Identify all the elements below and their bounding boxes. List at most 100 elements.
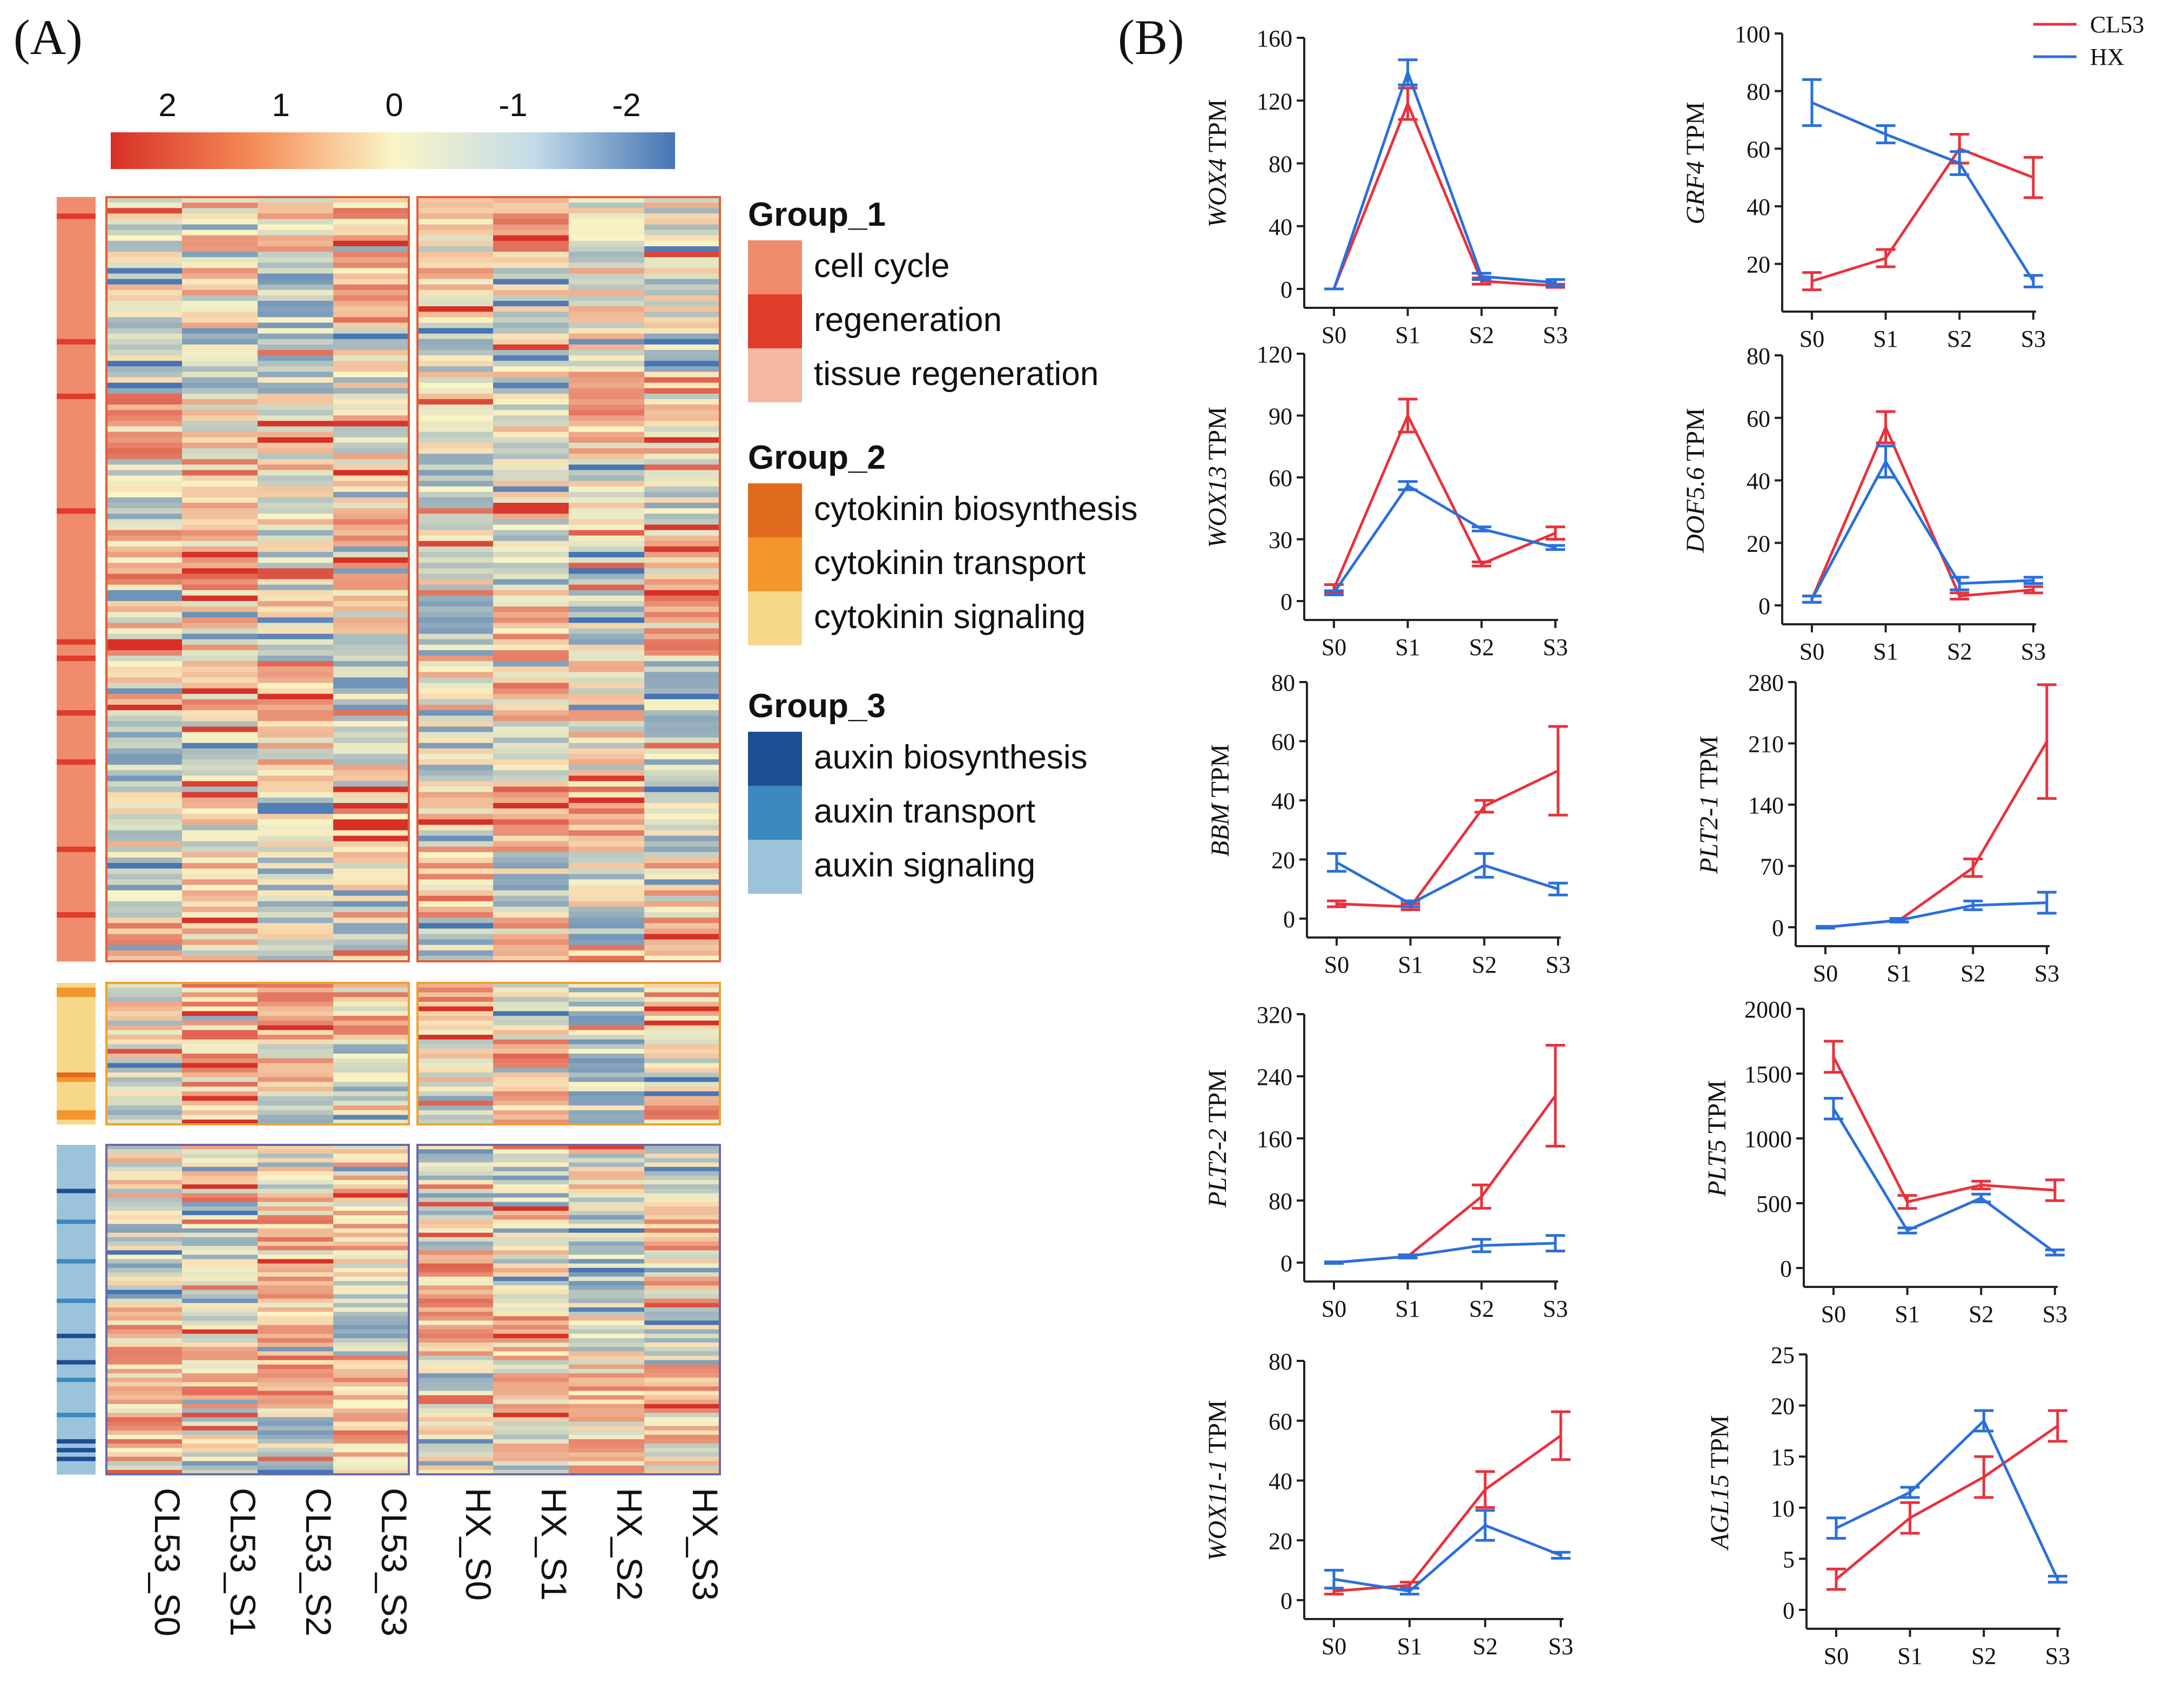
- heatmap-cell: [644, 339, 720, 345]
- annotation-cell: [57, 950, 96, 956]
- heatmap-cell: [644, 1452, 720, 1457]
- legend-label: regeneration: [814, 301, 1002, 339]
- heatmap-cell: [258, 1211, 334, 1216]
- heatmap-cell: [569, 716, 645, 721]
- heatmap-cell: [417, 901, 494, 907]
- heatmap-cell: [569, 421, 645, 427]
- x-tick-label: S0: [1799, 638, 1824, 665]
- heatmap-cell: [333, 1382, 409, 1387]
- heatmap-frame: [105, 196, 410, 962]
- heatmap-cell: [569, 830, 645, 837]
- heatmap-cell: [569, 203, 645, 208]
- annotation-cell: [57, 230, 96, 236]
- heatmap-cell: [333, 1250, 409, 1255]
- heatmap-cell: [106, 918, 183, 923]
- annotation-cell: [57, 1325, 96, 1330]
- heatmap-cell: [644, 1255, 720, 1259]
- heatmap-cell: [333, 1082, 409, 1087]
- heatmap-cell: [493, 1312, 569, 1317]
- heatmap-cell: [417, 530, 494, 536]
- y-tick-label: 0: [1280, 1250, 1292, 1277]
- heatmap-cell: [569, 551, 645, 558]
- heatmap-cell: [333, 1333, 409, 1339]
- heatmap-cell: [106, 546, 183, 552]
- heatmap-cell: [182, 1119, 258, 1125]
- heatmap-cell: [569, 437, 645, 443]
- heatmap-cell: [569, 628, 645, 635]
- heatmap-cell: [106, 442, 183, 449]
- heatmap-cell: [258, 454, 334, 460]
- heatmap-cell: [258, 1025, 334, 1030]
- heatmap-cell: [333, 1063, 409, 1068]
- heatmap-cell: [644, 240, 720, 247]
- gene-name: GRF4: [1681, 161, 1710, 224]
- heatmap-cell: [569, 361, 645, 367]
- heatmap-cell: [493, 393, 569, 400]
- heatmap-cell: [106, 1215, 183, 1220]
- gene-name: BBM: [1206, 802, 1235, 857]
- heatmap-cell: [258, 1180, 334, 1185]
- heatmap-cell: [106, 633, 183, 640]
- heatmap-cell: [333, 333, 409, 340]
- heatmap-cell: [493, 1232, 569, 1238]
- heatmap-cell: [493, 388, 569, 394]
- heatmap-cell: [258, 213, 334, 219]
- heatmap-cell: [493, 328, 569, 334]
- heatmap-cell: [644, 557, 720, 563]
- x-tick-label: S0: [1322, 1633, 1346, 1660]
- heatmap-cell: [333, 1219, 409, 1224]
- heatmap-cell: [569, 748, 645, 754]
- heatmap-cell: [333, 1408, 409, 1413]
- heatmap-cell: [182, 939, 258, 946]
- heatmap-cell: [106, 639, 183, 645]
- heatmap-cell: [644, 885, 720, 891]
- heatmap-cell: [106, 382, 183, 389]
- heatmap-cell: [106, 1456, 183, 1462]
- heatmap-cell: [493, 765, 569, 771]
- heatmap-cell: [644, 726, 720, 732]
- annotation-cell: [57, 1197, 96, 1203]
- heatmap-cell: [417, 393, 494, 400]
- heatmap-cell: [417, 503, 494, 509]
- heatmap-cell: [644, 1329, 720, 1334]
- heatmap-cell: [182, 1267, 258, 1273]
- heatmap-cell: [182, 688, 258, 694]
- annotation-cell: [57, 1211, 96, 1216]
- error-bar: [1398, 480, 1418, 491]
- heatmap-column-label: HX_S0: [459, 1488, 498, 1601]
- heatmap-cell: [258, 879, 334, 885]
- heatmap-cell: [333, 230, 409, 236]
- series-CL53: [1324, 1044, 1565, 1265]
- heatmap-cell: [493, 574, 569, 579]
- heatmap-cell: [644, 628, 720, 635]
- x-tick-label: S0: [1821, 1301, 1846, 1327]
- heatmap-cell: [106, 551, 183, 558]
- heatmap-cell: [644, 1465, 720, 1471]
- heatmap-cell: [258, 775, 334, 781]
- heatmap-cell: [417, 1452, 494, 1457]
- heatmap-cell: [569, 797, 645, 804]
- heatmap-cell: [569, 1329, 645, 1334]
- y-tick-label: 80: [1269, 1348, 1292, 1375]
- heatmap-cell: [644, 486, 720, 493]
- heatmap-cell: [182, 1465, 258, 1471]
- heatmap-cell: [333, 672, 409, 678]
- heatmap-cell: [258, 606, 334, 612]
- series-HX: [1824, 1097, 2065, 1257]
- heatmap-cell: [417, 481, 494, 487]
- heatmap-cell: [644, 987, 720, 993]
- y-tick-label: 90: [1269, 403, 1292, 430]
- y-tick-label: 25: [1771, 1342, 1795, 1368]
- heatmap-cell: [493, 312, 569, 318]
- error-bar: [2045, 1248, 2065, 1257]
- heatmap-cell: [333, 344, 409, 350]
- heatmap-cell: [417, 1175, 494, 1181]
- heatmap-cell: [493, 431, 569, 438]
- heatmap-cell: [333, 301, 409, 307]
- heatmap-cell: [333, 1444, 409, 1448]
- heatmap-cell: [333, 1215, 409, 1220]
- heatmap-cell: [493, 923, 569, 929]
- heatmap-cell: [182, 235, 258, 241]
- heatmap-cell: [258, 366, 334, 372]
